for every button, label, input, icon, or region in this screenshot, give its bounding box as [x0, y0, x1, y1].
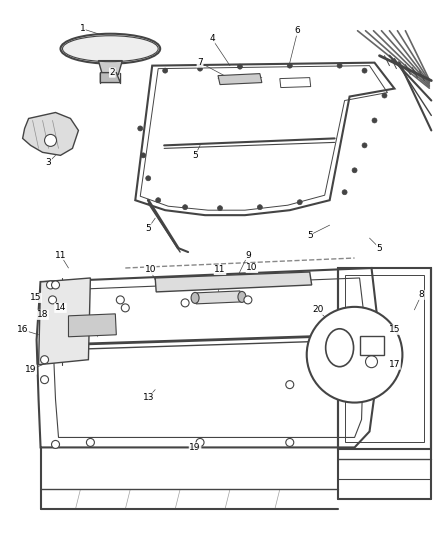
Circle shape [146, 176, 151, 181]
Text: 17: 17 [389, 360, 400, 369]
Circle shape [372, 118, 377, 123]
Circle shape [181, 299, 189, 307]
Polygon shape [39, 278, 90, 365]
Circle shape [218, 206, 223, 211]
Circle shape [46, 281, 54, 289]
Circle shape [196, 439, 204, 447]
Text: 9: 9 [245, 251, 251, 260]
Text: 14: 14 [55, 303, 66, 312]
Text: 18: 18 [37, 310, 48, 319]
Circle shape [342, 190, 347, 195]
Text: 10: 10 [246, 263, 258, 272]
Polygon shape [218, 74, 262, 85]
Circle shape [155, 198, 161, 203]
Text: 5: 5 [145, 224, 151, 232]
Text: 2: 2 [110, 68, 115, 77]
Text: 11: 11 [55, 251, 66, 260]
Text: 19: 19 [189, 443, 201, 452]
Text: 8: 8 [418, 290, 424, 300]
Circle shape [336, 385, 343, 393]
Circle shape [237, 64, 242, 69]
Circle shape [297, 200, 302, 205]
Text: 11: 11 [214, 265, 226, 274]
Circle shape [337, 63, 342, 68]
Ellipse shape [60, 34, 160, 63]
Circle shape [307, 307, 403, 402]
Polygon shape [155, 272, 312, 292]
Circle shape [244, 296, 252, 304]
Text: 16: 16 [17, 325, 28, 334]
Circle shape [162, 68, 168, 73]
Polygon shape [195, 291, 242, 304]
Text: 5: 5 [192, 151, 198, 160]
Circle shape [45, 134, 57, 147]
Circle shape [286, 381, 294, 389]
Circle shape [121, 304, 129, 312]
Text: 15: 15 [389, 325, 400, 334]
Text: 5: 5 [307, 231, 313, 240]
Circle shape [258, 205, 262, 209]
Circle shape [183, 205, 187, 209]
Circle shape [352, 168, 357, 173]
Circle shape [138, 126, 143, 131]
Polygon shape [99, 61, 122, 75]
Circle shape [362, 68, 367, 73]
Text: 7: 7 [197, 58, 203, 67]
Circle shape [287, 63, 292, 68]
Circle shape [49, 296, 57, 304]
Circle shape [117, 296, 124, 304]
Text: 1: 1 [80, 25, 85, 33]
Text: 13: 13 [142, 393, 154, 402]
Circle shape [198, 66, 202, 71]
Text: 3: 3 [46, 158, 51, 167]
Circle shape [286, 439, 294, 447]
Ellipse shape [238, 292, 246, 302]
Text: 15: 15 [30, 293, 41, 302]
Text: 6: 6 [295, 26, 300, 35]
Circle shape [86, 439, 95, 447]
Polygon shape [23, 112, 78, 155]
Text: 4: 4 [209, 34, 215, 43]
Circle shape [52, 281, 60, 289]
Circle shape [362, 143, 367, 148]
Text: 20: 20 [312, 305, 323, 314]
Polygon shape [68, 314, 117, 337]
Circle shape [41, 376, 49, 384]
Circle shape [52, 440, 60, 448]
Text: 19: 19 [25, 365, 36, 374]
Text: 5: 5 [377, 244, 382, 253]
Polygon shape [100, 72, 120, 83]
Circle shape [141, 153, 146, 158]
Ellipse shape [191, 293, 199, 303]
Circle shape [382, 93, 387, 98]
Text: 10: 10 [145, 265, 156, 274]
Circle shape [41, 356, 49, 364]
